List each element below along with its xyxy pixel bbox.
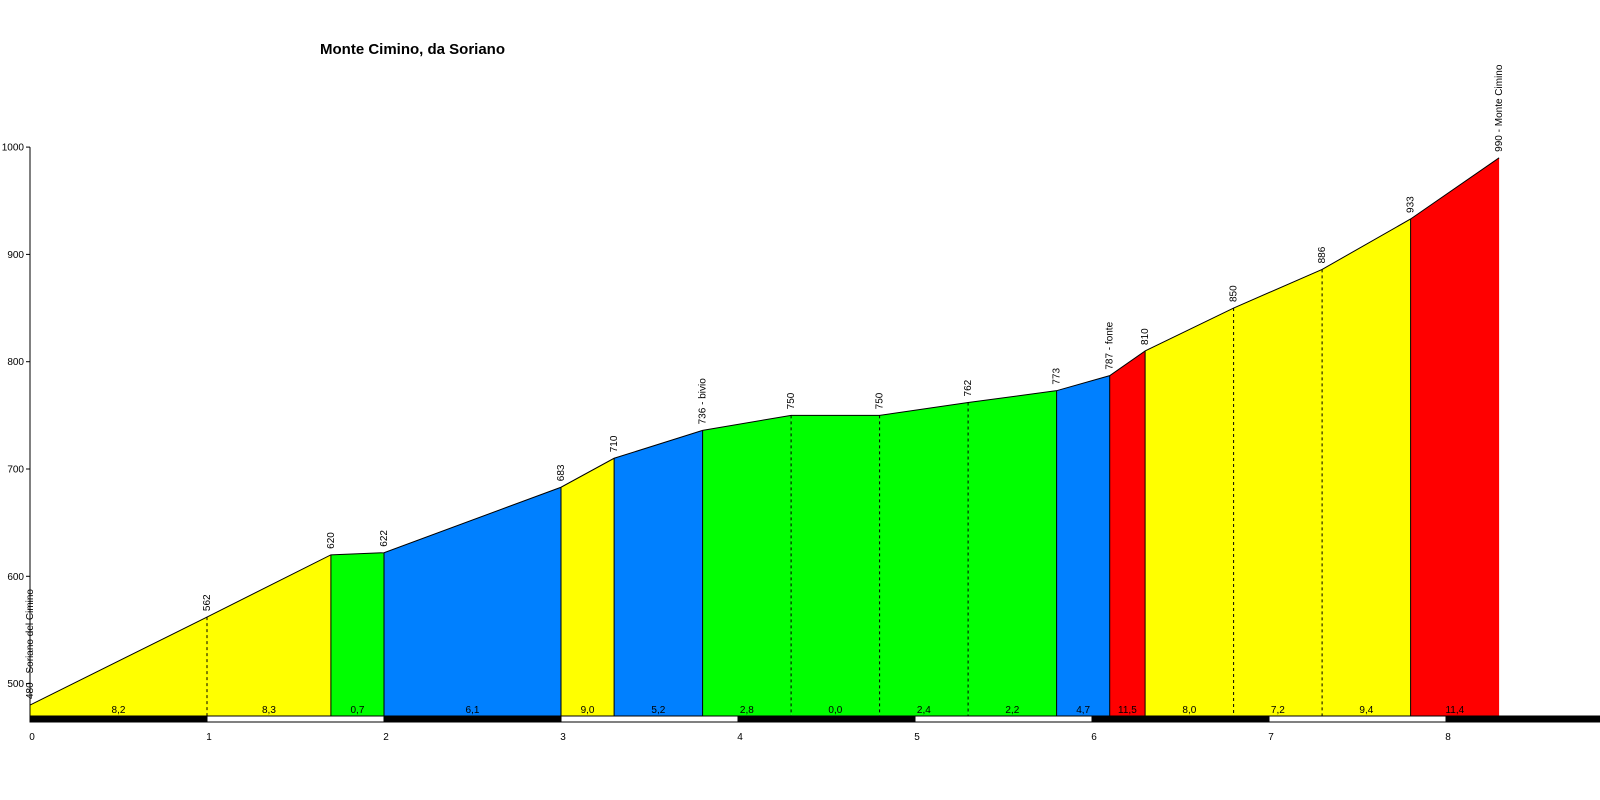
y-tick-label: 600 — [7, 572, 24, 583]
x-tick-label: 4 — [737, 732, 743, 743]
grade-label: 4,7 — [1076, 705, 1090, 716]
x-axis-band — [1268, 715, 1447, 723]
grade-label: 7,2 — [1271, 705, 1285, 716]
x-axis-band — [206, 715, 385, 723]
grade-label: 8,0 — [1182, 705, 1196, 716]
segment-fill — [968, 390, 1057, 717]
point-label: 622 — [379, 530, 390, 547]
x-axis-band — [914, 715, 1093, 723]
point-label: 683 — [556, 464, 567, 481]
point-label: 773 — [1052, 368, 1063, 385]
point-label: 810 — [1140, 328, 1151, 345]
point-label: 762 — [963, 379, 974, 396]
grade-label: 0,0 — [828, 705, 842, 716]
x-axis-band — [560, 715, 739, 723]
segment-fill — [1322, 218, 1411, 717]
y-tick-label: 500 — [7, 679, 24, 690]
segment-fill — [30, 617, 207, 717]
grade-label: 6,1 — [466, 705, 480, 716]
profile-line-group — [29, 157, 1500, 706]
y-axis: 500 600 700 800 900 1000 — [2, 143, 31, 717]
x-axis: 0 1 2 3 4 5 6 7 8 — [29, 715, 1600, 743]
grade-label: 2,8 — [740, 705, 754, 716]
point-label: 480 - Soriano del Cimino — [25, 589, 36, 699]
y-tick-label: 700 — [7, 465, 24, 476]
segment-fill — [791, 415, 880, 717]
y-tick-label: 800 — [7, 357, 24, 368]
x-tick-label: 7 — [1268, 732, 1274, 743]
x-axis-band — [383, 715, 562, 723]
point-label: 886 — [1317, 246, 1328, 263]
segment-fill — [1233, 269, 1323, 717]
grade-label: 0,7 — [350, 705, 364, 716]
point-label: 787 - fonte — [1105, 321, 1116, 369]
grade-label: 9,0 — [581, 705, 595, 716]
grade-labels: 8,2 8,3 0,7 6,1 9,0 5,2 2,8 0,0 2,4 2,2 4,7 11,5 8,0… — [112, 705, 1465, 716]
grade-label: 5,2 — [651, 705, 665, 716]
grade-label: 9,4 — [1359, 705, 1373, 716]
x-tick-label: 5 — [914, 732, 920, 743]
x-axis-band — [1091, 715, 1270, 723]
x-tick-label: 0 — [29, 732, 35, 743]
segment-dividers — [206, 218, 1412, 717]
point-label: 750 — [875, 392, 886, 409]
segment-fill — [614, 430, 703, 717]
chart-title: Monte Cimino, da Soriano — [320, 41, 505, 58]
point-label: 562 — [202, 594, 213, 611]
segment-fill — [1056, 375, 1110, 717]
segment-fill — [330, 552, 384, 717]
grade-label: 2,2 — [1005, 705, 1019, 716]
point-label: 736 - bivio — [698, 378, 709, 425]
point-label: 750 — [786, 392, 797, 409]
x-tick-label: 8 — [1445, 732, 1451, 743]
segment-fill — [207, 554, 331, 717]
point-label: 620 — [326, 532, 337, 549]
x-axis-band — [29, 715, 208, 723]
grade-label: 11,5 — [1118, 705, 1137, 716]
profile-line — [29, 157, 1500, 706]
segment-fill — [1109, 350, 1146, 717]
point-label: 990 - Monte Cimino — [1494, 64, 1505, 152]
x-tick-label: 6 — [1091, 732, 1097, 743]
x-tick-label: 2 — [383, 732, 389, 743]
x-tick-label: 1 — [206, 732, 212, 743]
point-label: 933 — [1406, 196, 1417, 213]
segment-fill — [1145, 308, 1234, 717]
segment-fills — [30, 157, 1500, 717]
segment-fill — [702, 415, 792, 717]
grade-label: 2,4 — [917, 705, 931, 716]
point-label: 710 — [609, 435, 620, 452]
grade-label: 8,3 — [262, 705, 276, 716]
segment-fill — [1410, 157, 1500, 717]
point-label: 850 — [1229, 285, 1240, 302]
segment-fill — [879, 402, 969, 717]
x-axis-band — [737, 715, 916, 723]
grade-label: 8,2 — [112, 705, 126, 716]
y-tick-label: 900 — [7, 250, 24, 261]
segment-fill — [384, 487, 561, 717]
grade-label: 11,4 — [1445, 705, 1464, 716]
x-axis-band — [1445, 715, 1600, 723]
x-tick-label: 3 — [560, 732, 566, 743]
point-labels: 480 - Soriano del Cimino 562 620 622 683 710 7… — [25, 64, 1505, 699]
y-tick-label: 1000 — [2, 143, 25, 154]
segment-fill — [561, 458, 615, 717]
